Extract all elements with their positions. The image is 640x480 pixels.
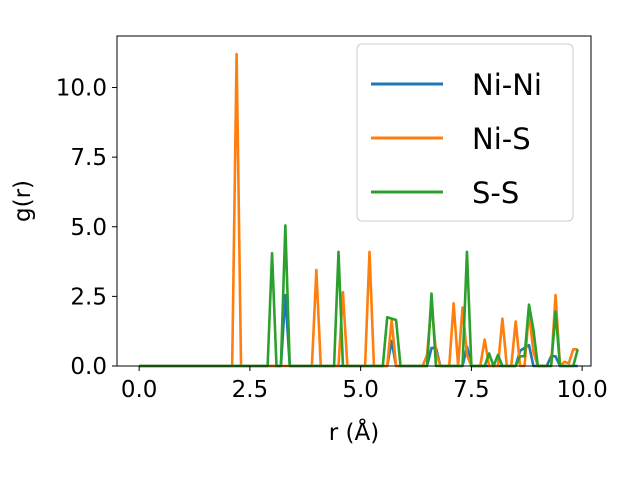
x-tick-label: 10.0 bbox=[557, 377, 608, 403]
y-tick-label: 5.0 bbox=[70, 215, 107, 241]
y-tick-label: 7.5 bbox=[70, 145, 107, 171]
legend-label-ni-ni: Ni-Ni bbox=[472, 68, 542, 102]
legend-box bbox=[356, 43, 574, 222]
y-axis-label: g(r) bbox=[10, 180, 36, 222]
x-ticks: 0.0 2.5 5.0 7.5 10.0 bbox=[121, 366, 608, 403]
legend-label-ni-s: Ni-S bbox=[472, 122, 531, 156]
y-tick-label: 2.5 bbox=[70, 284, 107, 310]
y-tick-label: 10.0 bbox=[56, 76, 107, 102]
legend-items: Ni-Ni Ni-S S-S bbox=[371, 68, 542, 210]
x-axis-label: r (Å) bbox=[329, 418, 379, 446]
y-tick-label: 0.0 bbox=[70, 354, 107, 380]
x-tick-label: 7.5 bbox=[453, 377, 490, 403]
x-tick-label: 2.5 bbox=[232, 377, 269, 403]
y-ticks: 0.0 2.5 5.0 7.5 10.0 bbox=[56, 76, 117, 380]
x-tick-label: 5.0 bbox=[342, 377, 379, 403]
plot-frame bbox=[116, 35, 592, 367]
legend-label-s-s: S-S bbox=[472, 176, 519, 210]
legend: Ni-Ni Ni-S S-S bbox=[356, 43, 574, 222]
x-tick-label: 0.0 bbox=[121, 377, 158, 403]
